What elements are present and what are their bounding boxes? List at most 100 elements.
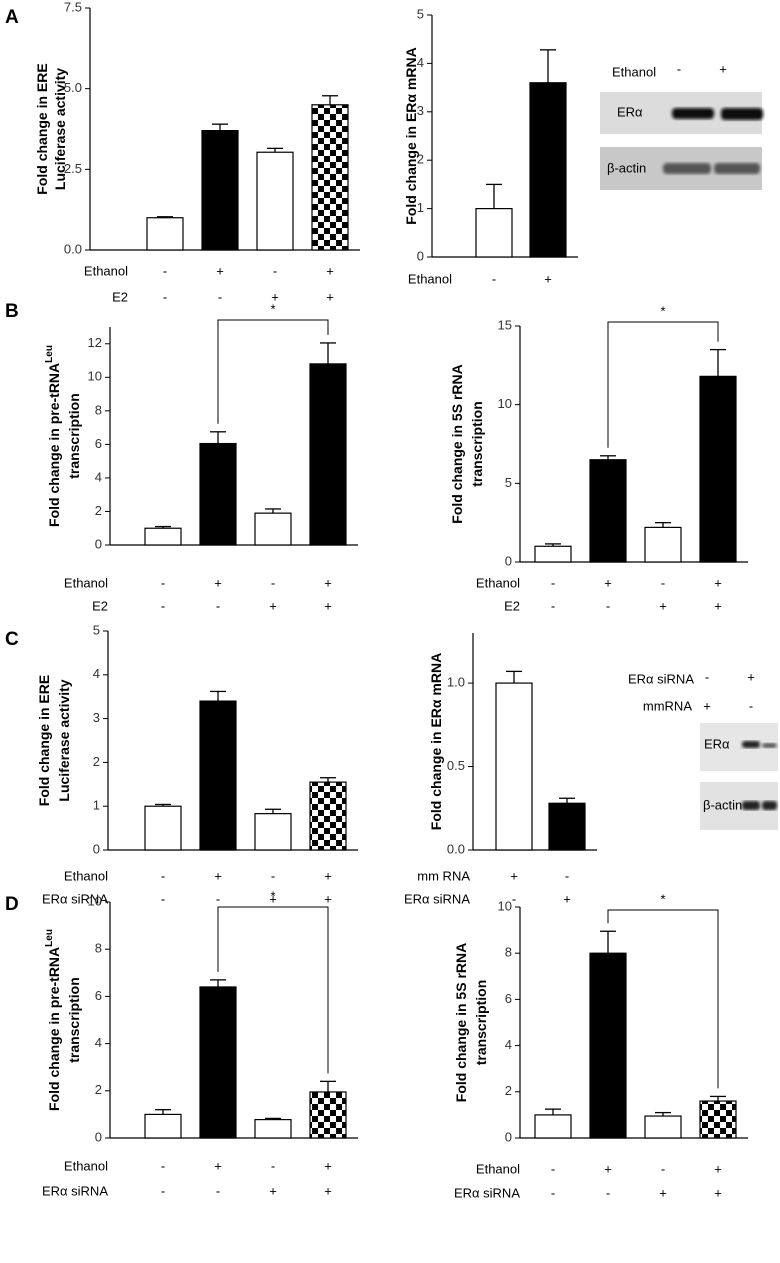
blot-label: β-actin (607, 160, 646, 175)
band (672, 108, 714, 119)
blot-sign: + (703, 698, 711, 713)
y-axis-label: Fold change in ERE (36, 675, 52, 806)
band (762, 801, 777, 810)
bar (144, 1113, 182, 1139)
blot-label: ERα (617, 104, 643, 119)
y-tick-label: 7.5 (64, 0, 82, 14)
y-tick-label: 10 (88, 893, 102, 908)
condition-sign: - (551, 1161, 555, 1176)
y-axis-label: Fold change in ERα mRNA (428, 653, 444, 830)
y-axis-label-line: transcription (469, 401, 485, 487)
condition-sign: + (324, 1158, 332, 1173)
panel-label: C (5, 629, 19, 650)
condition-sign: - (551, 1185, 555, 1200)
significance-label: * (270, 888, 275, 903)
chart: Fold change in ERα mRNA 0 1 2 3 4 5 Ethanol - + (403, 6, 578, 286)
y-tick-label: 8 (95, 941, 102, 956)
bar (534, 1114, 572, 1139)
bar (529, 82, 567, 258)
bar (309, 781, 347, 851)
condition-sign: + (269, 891, 277, 906)
condition-sign: - (216, 1183, 220, 1198)
y-axis-label-line: Fold change in 5S rRNA (453, 943, 469, 1102)
y-axis-label-line: Fold change in ERα mRNA (403, 47, 419, 224)
y-axis-label: transcription (66, 393, 82, 479)
condition-sign: + (326, 263, 334, 278)
condition-sign: + (714, 575, 722, 590)
bar (199, 986, 237, 1139)
panel-label: D (5, 894, 19, 915)
bar (589, 952, 627, 1139)
y-tick-label: 4 (417, 55, 424, 70)
condition-sign: + (214, 868, 222, 883)
condition-sign: - (163, 263, 167, 278)
condition-sign: + (269, 1183, 277, 1198)
y-axis-label-line: Fold change in ERE (34, 63, 50, 194)
y-axis-label: Fold change in pre-tRNALeu (44, 345, 62, 527)
panel-label: B (5, 301, 19, 322)
y-tick-label: 5 (93, 622, 100, 637)
condition-sign: - (161, 1158, 165, 1173)
y-tick-label: 0 (505, 1129, 512, 1144)
y-tick-label: 8 (505, 945, 512, 960)
bar (589, 459, 627, 563)
y-tick-label: 0 (505, 553, 512, 568)
y-tick-label: 10 (88, 369, 102, 384)
y-tick-label: 3 (417, 103, 424, 118)
condition-sign: - (271, 575, 275, 590)
band (762, 743, 777, 748)
bar (699, 375, 737, 563)
bar (309, 363, 347, 546)
condition-name: Ethanol (408, 271, 452, 286)
condition-name: Ethanol (476, 1161, 520, 1176)
condition-sign: - (161, 598, 165, 613)
y-axis-label-superscript: Leu (44, 345, 55, 363)
blot-header: ERα siRNA (628, 671, 694, 686)
bar (548, 802, 586, 851)
bar (201, 130, 239, 251)
condition-sign: + (659, 1185, 667, 1200)
y-axis-label-line: Fold change in pre-tRNA (46, 363, 62, 527)
bar (199, 442, 237, 546)
bar (144, 527, 182, 546)
y-axis-label-line: Fold change in ERE (36, 675, 52, 806)
condition-sign: - (606, 598, 610, 613)
significance-bracket (217, 319, 329, 424)
condition-sign: + (544, 271, 552, 286)
condition-name: E2 (504, 598, 520, 613)
condition-sign: - (512, 891, 516, 906)
condition-sign: + (714, 1185, 722, 1200)
blot-sign: + (719, 61, 727, 76)
y-tick-label: 4 (95, 469, 102, 484)
condition-name: Ethanol (64, 575, 108, 590)
condition-sign: - (661, 1161, 665, 1176)
condition-sign: + (324, 598, 332, 613)
condition-sign: - (551, 575, 555, 590)
y-tick-label: 3 (93, 710, 100, 725)
y-tick-label: 0.0 (447, 841, 465, 856)
y-axis-label-line: Fold change in ERα mRNA (428, 653, 444, 830)
condition-sign: + (324, 575, 332, 590)
condition-sign: + (510, 868, 518, 883)
y-tick-label: 2 (95, 503, 102, 518)
condition-name: mm RNA (417, 868, 470, 883)
y-axis-label-line: Luciferase activity (56, 679, 72, 801)
y-axis-label-line: Fold change in 5S rRNA (449, 364, 465, 523)
band (742, 801, 760, 810)
western-blot: ERα siRNA - + mmRNA + - ERα β-actin (628, 669, 778, 830)
y-tick-label: 5.0 (64, 80, 82, 95)
western-blot: Ethanol - + ERα β-actin (600, 61, 763, 190)
y-tick-label: 0 (95, 1129, 102, 1144)
y-tick-label: 6 (95, 436, 102, 451)
y-tick-label: 12 (88, 335, 102, 350)
condition-sign: - (551, 598, 555, 613)
significance-label: * (660, 891, 665, 906)
blot-sign: - (749, 698, 753, 713)
y-axis-label-line: transcription (66, 977, 82, 1063)
y-tick-label: 4 (505, 1037, 512, 1052)
bar (699, 1100, 737, 1139)
significance-label: * (660, 303, 665, 318)
condition-sign: + (714, 598, 722, 613)
condition-sign: + (563, 891, 571, 906)
